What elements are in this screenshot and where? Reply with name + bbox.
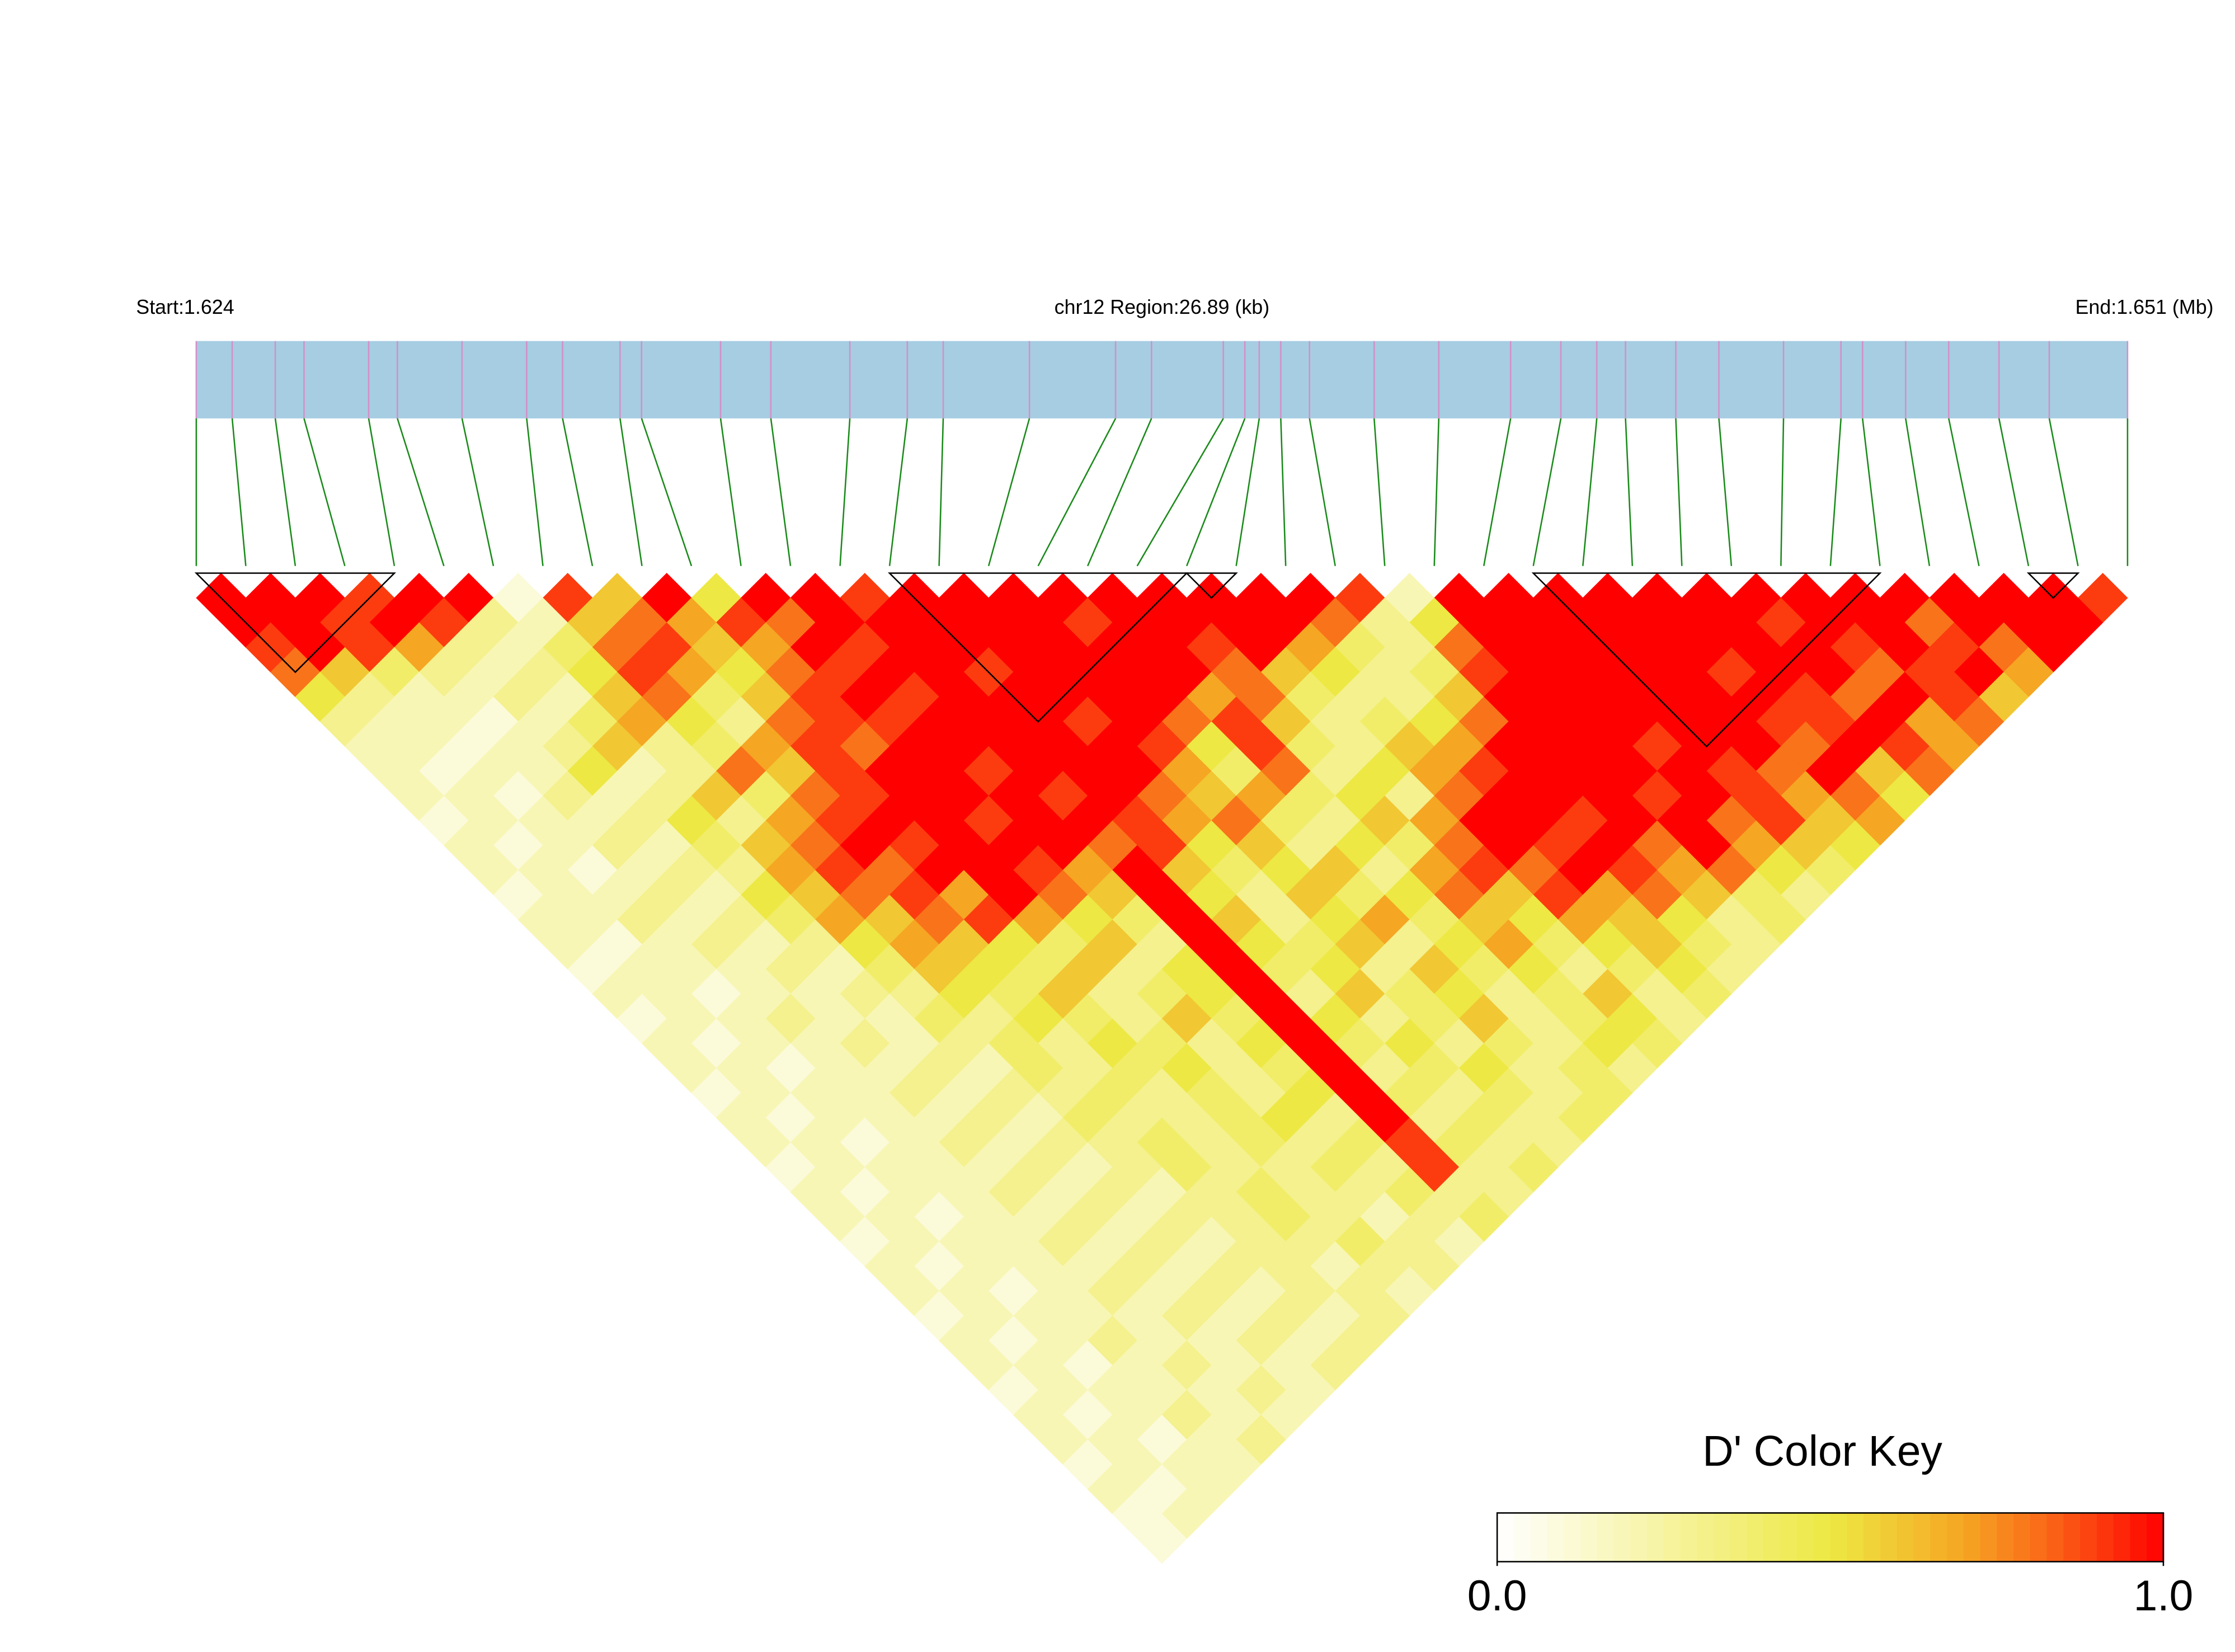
color-key-swatch <box>1564 1513 1582 1562</box>
color-key-swatch <box>1847 1513 1865 1562</box>
color-key-tick-label: 0.0 <box>1467 1572 1527 1620</box>
snp-connector <box>1235 418 1260 566</box>
color-key-swatch <box>1913 1513 1931 1562</box>
color-key-swatch <box>2113 1513 2131 1562</box>
snp-connector <box>987 418 1031 567</box>
color-key-swatch <box>1980 1513 1998 1562</box>
snp-connector <box>641 418 693 567</box>
snp-connector <box>562 418 594 566</box>
color-key-swatch <box>1647 1513 1665 1562</box>
color-key-swatch <box>1930 1513 1948 1562</box>
color-key-swatch <box>2063 1513 2081 1562</box>
color-key-swatch <box>1530 1513 1548 1562</box>
snp-connector <box>938 418 944 566</box>
snp-connector <box>619 418 643 566</box>
snp-connector <box>1309 418 1336 566</box>
snp-connector <box>770 418 792 566</box>
color-key-swatch <box>1997 1513 2015 1562</box>
color-key-swatch <box>2130 1513 2148 1562</box>
color-key-swatch <box>1697 1513 1715 1562</box>
end-label: End:1.651 (Mb) <box>2076 296 2214 318</box>
snp-connector <box>1037 418 1117 567</box>
color-key-swatch <box>1897 1513 1914 1562</box>
color-key-swatch <box>1763 1513 1781 1562</box>
snp-connector <box>2048 418 2079 566</box>
color-key-frame <box>1496 1512 2165 1562</box>
snp-connector <box>1998 418 2030 566</box>
ld-block <box>887 572 1189 723</box>
snp-connector <box>368 418 396 566</box>
color-key-swatch <box>2046 1513 2064 1562</box>
color-key-swatch <box>1946 1513 1964 1562</box>
color-key-swatch <box>1864 1513 1881 1562</box>
color-key-swatch <box>1813 1513 1831 1562</box>
color-key-swatch <box>1714 1513 1731 1562</box>
color-key-swatch <box>1513 1513 1531 1562</box>
color-key-swatch <box>1963 1513 1981 1562</box>
color-key-swatch <box>1880 1513 1898 1562</box>
snp-connector <box>1861 418 1881 566</box>
color-key-swatch <box>1830 1513 1848 1562</box>
color-key-tick-label: 1.0 <box>2134 1572 2194 1620</box>
snp-connector <box>1675 418 1683 566</box>
color-key-swatch <box>2080 1513 2098 1562</box>
snp-connector <box>1280 418 1287 566</box>
chart-title: chr12 Region:26.89 (kb) <box>1055 296 1270 318</box>
snp-connector <box>1532 418 1562 566</box>
snp-connector <box>1433 418 1440 566</box>
ld-block <box>194 572 396 674</box>
legend-title: D' Color Key <box>1702 1427 1942 1475</box>
snp-connector <box>839 418 851 566</box>
color-key-swatch <box>1613 1513 1631 1562</box>
snp-connector <box>397 418 445 567</box>
snp-connector <box>719 418 742 566</box>
snp-connector <box>526 418 544 566</box>
snp-connector <box>1829 418 1842 566</box>
snp-connector <box>461 418 495 566</box>
color-key-swatch <box>1730 1513 1748 1562</box>
snp-connector <box>1948 418 1980 566</box>
snp-connector <box>1483 418 1512 566</box>
snp-connector <box>888 418 909 566</box>
ld-block <box>1185 572 1238 599</box>
color-key-swatch <box>2013 1513 2031 1562</box>
color-key-swatch <box>1680 1513 1698 1562</box>
color-key-swatch <box>1497 1513 1515 1562</box>
snp-connector <box>1086 418 1152 567</box>
color-key-swatch <box>1580 1513 1598 1562</box>
color-key-swatch <box>1780 1513 1798 1562</box>
color-key-swatch <box>1663 1513 1681 1562</box>
snp-connector <box>1625 418 1634 566</box>
color-key-swatch <box>1597 1513 1615 1562</box>
snp-connector <box>1185 418 1246 567</box>
snp-connector <box>1373 418 1386 566</box>
snp-connector <box>274 418 297 566</box>
snp-connector <box>231 418 247 566</box>
color-key-swatch <box>1630 1513 1648 1562</box>
color-key-swatch <box>2096 1513 2114 1562</box>
snp-connector <box>1904 418 1931 566</box>
color-key-swatch <box>2147 1513 2165 1562</box>
start-label: Start:1.624 <box>136 296 234 318</box>
color-key-swatch <box>2030 1513 2048 1562</box>
snp-connector <box>303 418 346 567</box>
ld-block <box>2026 572 2080 599</box>
ld-cell <box>1137 1513 1187 1564</box>
color-key-swatch <box>1747 1513 1765 1562</box>
region-bar <box>196 341 2128 418</box>
snp-connector <box>1136 418 1224 567</box>
snp-connector <box>1582 418 1598 566</box>
color-key-swatch <box>1547 1513 1565 1562</box>
ld-block <box>1531 572 1882 748</box>
snp-connector <box>1780 418 1785 566</box>
color-key-swatch <box>1797 1513 1815 1562</box>
snp-connector <box>1718 418 1733 566</box>
